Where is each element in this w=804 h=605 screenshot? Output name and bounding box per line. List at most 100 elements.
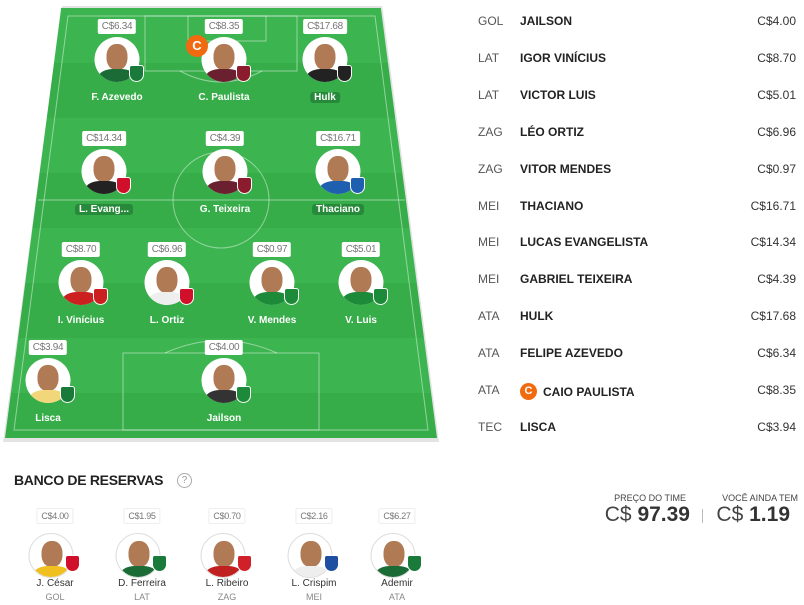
player-photo [383, 541, 405, 567]
bench-player-name[interactable]: J. César [36, 578, 74, 589]
player-price: C$5.01 [757, 87, 796, 102]
lineup-row[interactable]: TEC LISCA C$3.94 [478, 420, 796, 440]
player-position: MEI [478, 235, 500, 250]
player-price: C$14.34 [750, 235, 796, 250]
lineup-row[interactable]: LAT IGOR VINÍCIUS C$8.70 [478, 51, 796, 71]
lineup-row[interactable]: ZAG LÉO ORTIZ C$6.96 [478, 125, 796, 145]
player-avatar[interactable] [25, 358, 71, 403]
player-shirt [205, 566, 243, 577]
player-photo [213, 541, 235, 567]
player-name[interactable]: Thaciano [312, 204, 364, 215]
bench-player-name[interactable]: Ademir [381, 578, 413, 589]
player-name: THACIANO [520, 198, 584, 213]
player-name: CAIO PAULISTA [543, 384, 635, 399]
help-icon[interactable]: ? [177, 473, 192, 488]
player-name[interactable]: Hulk [310, 92, 340, 103]
player-name-cell: VICTOR LUIS [520, 88, 596, 102]
bench-player-name[interactable]: L. Crispim [291, 578, 337, 589]
player-name: LÉO ORTIZ [520, 124, 584, 139]
player-name: HULK [520, 309, 554, 324]
lineup-row[interactable]: MEI GABRIEL TEIXEIRA C$4.39 [478, 272, 796, 292]
player-name[interactable]: I. Vinícius [57, 315, 105, 326]
player-name[interactable]: L. Ortiz [149, 315, 185, 326]
player-name-cell: GABRIEL TEIXEIRA [520, 272, 632, 286]
player-name[interactable]: C. Paulista [198, 92, 250, 103]
player-name[interactable]: Jailson [206, 413, 242, 424]
club-badge-icon [407, 555, 422, 572]
lineup-row[interactable]: LAT VICTOR LUIS C$5.01 [478, 88, 796, 108]
player-photo [214, 156, 236, 182]
lineup-row[interactable]: ZAG VITOR MENDES C$0.97 [478, 162, 796, 182]
club-badge-icon [373, 288, 388, 305]
lineup-row[interactable]: MEI LUCAS EVANGELISTA C$14.34 [478, 235, 796, 255]
lineup-row[interactable]: MEI THACIANO C$16.71 [478, 199, 796, 219]
player-shirt [29, 390, 67, 403]
player-name[interactable]: V. Luis [345, 315, 377, 326]
player-price: C$8.35 [204, 19, 244, 34]
player-name-cell: LISCA [520, 420, 556, 434]
bench-player-position: LAT [134, 592, 150, 602]
team-price: C$ 97.39 [590, 503, 690, 527]
player-name[interactable]: G. Teixeira [199, 204, 251, 215]
player-shirt [206, 181, 244, 194]
player-name: IGOR VINÍCIUS [520, 50, 607, 65]
club-badge-icon [350, 177, 365, 194]
player-name[interactable]: V. Mendes [247, 315, 297, 326]
player-price: C$17.68 [750, 309, 796, 324]
bench-player-position: ZAG [217, 592, 237, 602]
player-price: C$6.96 [147, 242, 187, 257]
bench-player-price: C$4.00 [36, 508, 74, 524]
player-shirt [319, 181, 357, 194]
currency: C$ [716, 503, 744, 526]
player-shirt [62, 292, 100, 305]
player-avatar[interactable] [202, 149, 248, 194]
divider [702, 509, 703, 523]
club-badge-icon [324, 555, 339, 572]
player-price: C$16.71 [316, 131, 360, 146]
player-price: C$8.70 [757, 50, 796, 65]
club-badge-icon [237, 555, 252, 572]
player-avatar[interactable] [201, 37, 247, 82]
player-avatar[interactable] [144, 260, 190, 305]
player-photo [106, 44, 128, 70]
club-badge-icon [236, 65, 251, 82]
club-badge-icon [179, 288, 194, 305]
team-price-label: PREÇO DO TIME [614, 493, 686, 503]
player-name: FELIPE AZEVEDO [520, 346, 623, 361]
lineup-row[interactable]: ATA C CAIO PAULISTA C$8.35 [478, 383, 796, 403]
remaining-label: VOCÊ AINDA TEM [722, 493, 798, 503]
player-price: C$4.00 [204, 340, 244, 355]
player-name[interactable]: L. Evang... [74, 204, 134, 215]
player-price: C$4.39 [205, 131, 245, 146]
player-name: GABRIEL TEIXEIRA [520, 272, 633, 287]
player-position: MEI [478, 272, 500, 287]
club-badge-icon [116, 177, 131, 194]
player-avatar[interactable] [58, 260, 104, 305]
captain-icon: C [520, 383, 537, 400]
bench-player-position: GOL [45, 592, 65, 602]
player-name: LUCAS EVANGELISTA [520, 235, 649, 250]
player-price: C$4.00 [757, 14, 796, 28]
player-shirt [205, 69, 243, 82]
bench-player-price: C$1.95 [123, 508, 161, 524]
player-name[interactable]: Lisca [35, 413, 61, 424]
player-position: ATA [478, 309, 500, 324]
player-name: VICTOR LUIS [520, 87, 596, 102]
bench-player-name[interactable]: L. Ribeiro [205, 578, 249, 589]
player-avatar[interactable] [370, 533, 416, 578]
player-position: ATA [478, 383, 500, 397]
player-avatar[interactable] [249, 260, 295, 305]
bench-player-name[interactable]: D. Ferreira [118, 578, 166, 589]
lineup-row[interactable]: GOL JAILSON C$4.00 [478, 14, 796, 34]
player-shirt [292, 566, 330, 577]
player-name[interactable]: F. Azevedo [91, 92, 143, 103]
player-shirt [33, 566, 71, 577]
team-price-value: 97.39 [637, 503, 690, 526]
player-photo [213, 365, 235, 391]
player-price: C$6.96 [757, 124, 796, 139]
lineup-row[interactable]: ATA HULK C$17.68 [478, 309, 796, 329]
player-photo [300, 541, 322, 567]
captain-icon: C [186, 35, 208, 57]
lineup-row[interactable]: ATA FELIPE AZEVEDO C$6.34 [478, 346, 796, 366]
club-badge-icon [237, 177, 252, 194]
